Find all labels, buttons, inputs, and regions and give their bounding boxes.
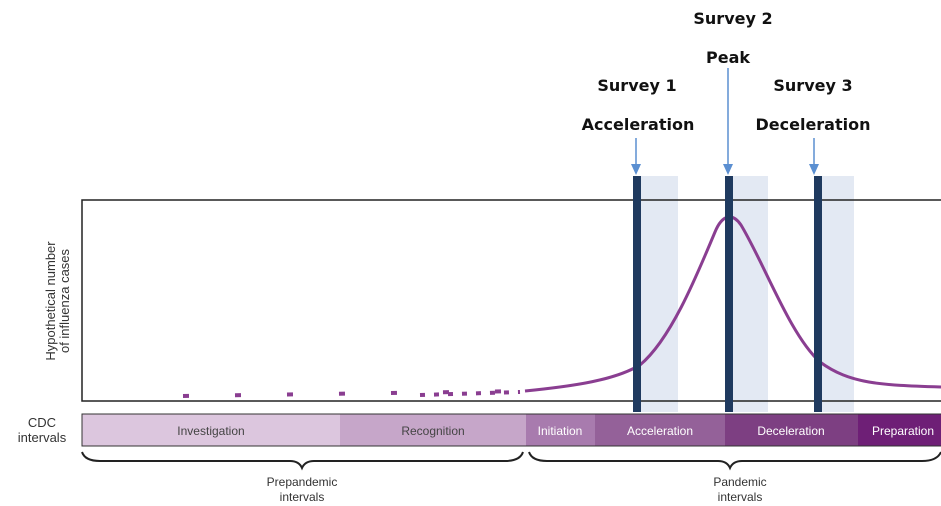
svg-text:of influenza cases: of influenza cases xyxy=(57,248,72,353)
interval-investigation-label: Investigation xyxy=(177,424,244,438)
cdc-label-line1: CDC xyxy=(28,415,56,430)
interval-band-border xyxy=(81,413,941,447)
survey-2-phase: Peak xyxy=(706,48,750,67)
survey-3-phase: Deceleration xyxy=(755,115,870,134)
interval-deceleration-label: Deceleration xyxy=(757,424,824,438)
y-axis-label: Hypothetical number of influenza cases xyxy=(43,241,72,361)
interval-initiation xyxy=(526,414,595,446)
survey-1-title: Survey 1 xyxy=(597,76,676,95)
survey-3-bar xyxy=(814,176,822,412)
interval-investigation xyxy=(82,414,340,446)
survey-1-arrow xyxy=(631,138,641,175)
cdc-label-line2: intervals xyxy=(18,430,67,445)
interval-initiation-label: Initiation xyxy=(538,424,583,438)
survey-2-window xyxy=(733,176,768,412)
survey-1-phase: Acceleration xyxy=(582,115,695,134)
interval-recognition xyxy=(340,414,526,446)
prepandemic-label-line2: intervals xyxy=(280,490,325,504)
prepandemic-label-line1: Prepandemic xyxy=(267,475,338,489)
survey-2-title: Survey 2 xyxy=(693,9,772,28)
survey-3-title: Survey 3 xyxy=(773,76,852,95)
survey-1-window xyxy=(641,176,678,412)
pandemic-label-line2: intervals xyxy=(718,490,763,504)
interval-preparation-label: Preparation xyxy=(872,424,934,438)
plot-frame xyxy=(81,199,941,402)
survey-2-arrow xyxy=(723,68,733,175)
prepandemic-brace xyxy=(81,451,524,471)
interval-acceleration-label: Acceleration xyxy=(627,424,693,438)
survey-3-arrow xyxy=(809,138,819,175)
svg-text:Hypothetical number: Hypothetical number xyxy=(43,241,58,361)
interval-preparation xyxy=(858,414,941,446)
pandemic-brace xyxy=(528,451,941,471)
survey-2-bar xyxy=(725,176,733,412)
survey-1-bar xyxy=(633,176,641,412)
prepandemic-dashed-curve xyxy=(182,389,526,398)
prepandemic-dashed-curve-fine xyxy=(419,390,521,397)
pandemic-label-line1: Pandemic xyxy=(713,475,766,489)
interval-deceleration xyxy=(725,414,858,446)
interval-band xyxy=(81,413,941,447)
interval-acceleration xyxy=(595,414,725,446)
interval-recognition-label: Recognition xyxy=(401,424,464,438)
